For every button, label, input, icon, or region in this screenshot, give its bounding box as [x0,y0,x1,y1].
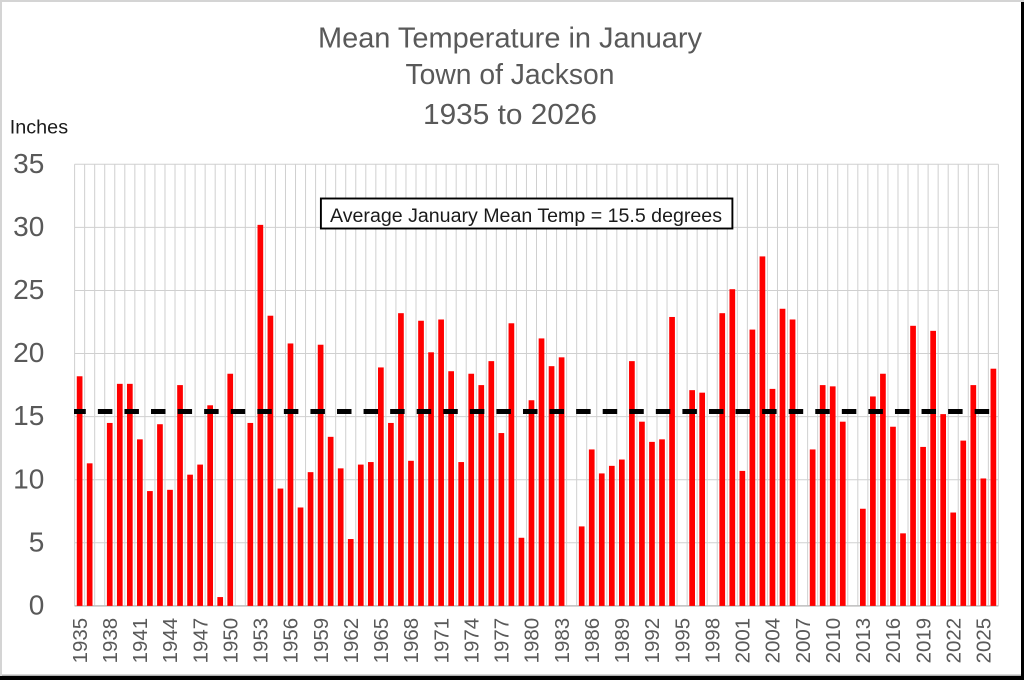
svg-text:2013: 2013 [852,618,875,664]
svg-text:2016: 2016 [882,618,905,664]
svg-text:25: 25 [13,274,44,305]
svg-text:Inches: Inches [10,117,68,139]
svg-text:Mean Temperature in January: Mean Temperature in January [318,23,703,55]
svg-text:0: 0 [29,590,45,621]
svg-text:1959: 1959 [310,618,333,664]
svg-text:2001: 2001 [732,618,755,664]
svg-text:1983: 1983 [551,618,574,664]
svg-text:20: 20 [13,337,44,368]
svg-text:5: 5 [29,526,45,557]
svg-text:1953: 1953 [250,618,273,664]
svg-text:2010: 2010 [822,618,845,664]
svg-text:1998: 1998 [701,618,724,664]
svg-text:1989: 1989 [611,618,634,664]
svg-text:1968: 1968 [400,618,423,664]
svg-text:35: 35 [13,148,44,179]
svg-text:10: 10 [13,463,44,494]
svg-text:1962: 1962 [340,618,363,664]
svg-text:2007: 2007 [792,618,815,664]
svg-text:1956: 1956 [280,618,303,664]
svg-text:1944: 1944 [159,618,182,664]
svg-text:1935: 1935 [69,618,92,664]
svg-text:2022: 2022 [942,618,965,664]
svg-text:1992: 1992 [641,618,664,664]
svg-text:1950: 1950 [219,618,242,664]
svg-text:15: 15 [13,400,44,431]
svg-text:1995: 1995 [671,618,694,664]
svg-text:1947: 1947 [189,618,212,664]
svg-text:1971: 1971 [430,618,453,664]
svg-text:1938: 1938 [99,618,122,664]
svg-text:1974: 1974 [460,618,483,664]
svg-text:2025: 2025 [973,618,996,664]
svg-text:1941: 1941 [129,618,152,664]
svg-text:1980: 1980 [521,618,544,664]
svg-text:Average January Mean Temp = 15: Average January Mean Temp = 15.5 degrees [330,205,722,227]
svg-text:2004: 2004 [762,618,785,664]
svg-text:2019: 2019 [912,618,935,664]
svg-text:1965: 1965 [370,618,393,664]
svg-text:Town of Jackson: Town of Jackson [406,59,615,91]
svg-text:30: 30 [13,211,44,242]
svg-text:1986: 1986 [581,618,604,664]
svg-text:1977: 1977 [491,618,514,664]
svg-text:1935 to 2026: 1935 to 2026 [423,99,597,131]
